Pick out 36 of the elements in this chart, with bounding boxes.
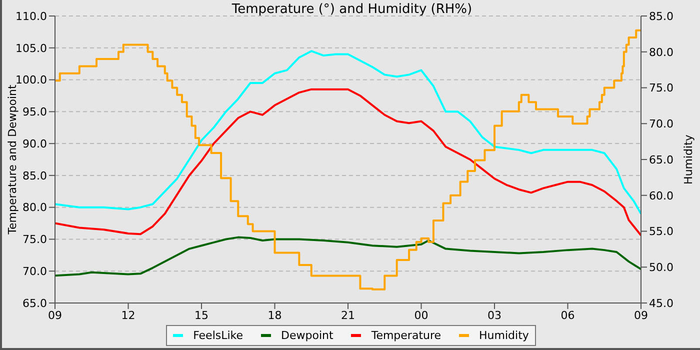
legend-label: Dewpoint (281, 329, 334, 342)
y2-tick-label: 50.0 (649, 261, 674, 274)
y-tick-label: 80.0 (22, 201, 47, 214)
y-tick-label: 85.0 (22, 169, 47, 182)
line-series (55, 236, 641, 277)
y2-tick-label: 65.0 (649, 153, 674, 166)
y-tick-label: 70.0 (22, 265, 47, 278)
x-tick-label: 09 (634, 308, 648, 322)
y2-tick-label: 75.0 (649, 82, 674, 95)
x-tick-label: 15 (194, 308, 208, 322)
line-series (55, 50, 641, 215)
legend-label: Temperature (371, 329, 442, 342)
y-tick-label: 105.0 (16, 42, 47, 55)
x-tick-label: 21 (341, 308, 355, 322)
y2-tick-label: 70.0 (649, 118, 674, 131)
y2-tick-label: 55.0 (649, 225, 674, 238)
x-tick-label: 06 (560, 308, 575, 322)
y-tick-label: 75.0 (22, 233, 47, 246)
x-tick-label: 00 (414, 308, 428, 322)
x-tick-label: 12 (121, 308, 136, 322)
y-tick-label: 110.0 (16, 10, 47, 23)
line-series (55, 88, 641, 236)
y2-tick-label: 60.0 (649, 189, 674, 202)
x-tick-label: 09 (48, 308, 62, 322)
y-tick-label: 95.0 (22, 106, 47, 119)
x-tick-label: 03 (488, 308, 502, 322)
y2-tick-label: 85.0 (649, 10, 674, 23)
legend-label: Humidity (479, 329, 529, 342)
y2-tick-label: 80.0 (649, 46, 674, 59)
y2-axis-title: Humidity (682, 134, 695, 184)
x-tick-label: 18 (268, 308, 282, 322)
chart-title: Temperature (°) and Humidity (RH%) (232, 2, 472, 17)
y2-tick-label: 45.0 (649, 296, 674, 310)
y-tick-label: 65.0 (22, 296, 47, 310)
y-tick-label: 90.0 (22, 137, 47, 150)
legend-label: FeelsLike (193, 329, 244, 342)
